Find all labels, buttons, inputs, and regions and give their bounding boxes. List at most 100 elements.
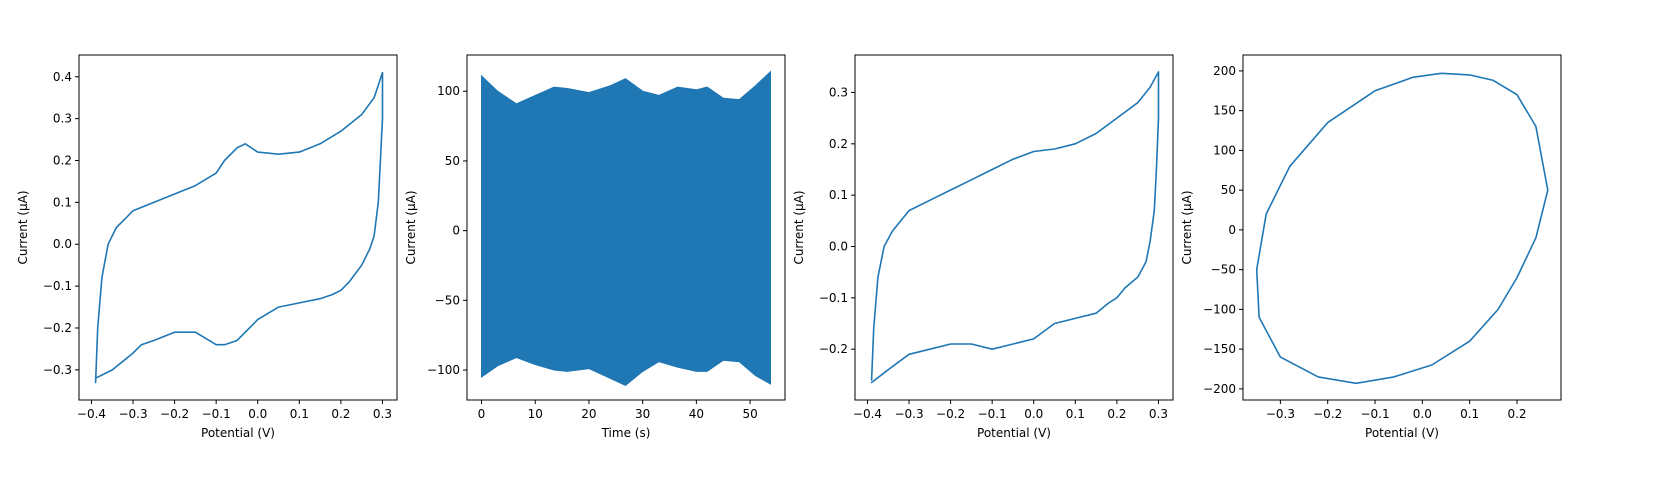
x-tick-label: 0.1 — [1460, 407, 1479, 421]
x-tick-label: −0.1 — [1360, 407, 1389, 421]
x-tick-3-2: −0.2 — [936, 400, 965, 421]
x-tick-3-4: 0.0 — [1024, 400, 1043, 421]
y-axis-label-3: Current (μA) — [792, 190, 806, 264]
y-tick-label: −0.1 — [43, 279, 72, 293]
x-tick-3-1: −0.3 — [894, 400, 924, 421]
x-tick-label: 0.3 — [373, 407, 392, 421]
y-tick-label: 0.0 — [829, 239, 848, 253]
plot-frame-4 — [1242, 54, 1562, 401]
y-tick-2-3: 50 — [445, 154, 467, 168]
x-tick-1-5: 0.1 — [290, 400, 309, 421]
chart-panel-1: −0.4 −0.3 −0.2 −0.1 0.0 0.1 0.2 0.3 −0.3 −0.2 −0.1… — [16, 54, 398, 440]
y-tick-label: −50 — [435, 293, 460, 307]
y-tick-3-4: 0.2 — [829, 137, 855, 151]
y-tick-label: 100 — [1213, 143, 1236, 157]
x-tick-3-7: 0.3 — [1149, 400, 1168, 421]
y-tick-label: 200 — [1213, 64, 1236, 78]
x-tick-label: 40 — [689, 407, 704, 421]
x-tick-4-3: 0.0 — [1413, 400, 1432, 421]
y-tick-1-4: 0.1 — [53, 195, 79, 209]
x-tick-2-0: 0 — [478, 400, 486, 421]
y-tick-4-7: 150 — [1213, 104, 1243, 118]
x-axis-label-3: Potential (V) — [977, 426, 1051, 440]
x-tick-label: −0.4 — [77, 407, 106, 421]
chart-panel-3: −0.4 −0.3 −0.2 −0.1 0.0 0.1 0.2 0.3 −0.2 −0.1 0.0 0… — [792, 54, 1174, 440]
y-tick-4-5: 50 — [1221, 183, 1243, 197]
y-tick-label: −0.1 — [819, 291, 848, 305]
y-tick-label: −0.3 — [43, 363, 72, 377]
x-tick-label: −0.4 — [853, 407, 882, 421]
x-tick-1-7: 0.3 — [373, 400, 392, 421]
x-tick-3-5: 0.1 — [1066, 400, 1085, 421]
x-tick-label: 0.2 — [1107, 407, 1126, 421]
x-tick-1-0: −0.4 — [77, 400, 106, 421]
y-axis-label-2: Current (μA) — [404, 190, 418, 264]
series-line-1-1 — [94, 71, 384, 384]
x-tick-label: 0 — [478, 407, 486, 421]
series-line-4-1 — [1255, 72, 1549, 385]
y-tick-1-2: −0.1 — [43, 279, 79, 293]
y-tick-label: 0.0 — [53, 237, 72, 251]
y-tick-label: 0 — [452, 224, 460, 238]
y-tick-1-1: −0.2 — [43, 321, 79, 335]
x-tick-label: 20 — [581, 407, 596, 421]
y-tick-label: 0.1 — [53, 195, 72, 209]
x-tick-3-3: −0.1 — [978, 400, 1007, 421]
y-tick-4-1: −150 — [1203, 342, 1243, 356]
x-tick-label: 0.2 — [1507, 407, 1526, 421]
plot-frame-1 — [78, 54, 398, 401]
x-tick-label: 0.2 — [331, 407, 350, 421]
y-tick-4-3: −50 — [1211, 263, 1243, 277]
y-tick-2-2: 0 — [452, 224, 467, 238]
plot-frame-2 — [466, 54, 786, 401]
x-tick-label: −0.3 — [1266, 407, 1295, 421]
y-tick-label: 0.2 — [829, 137, 848, 151]
y-tick-3-3: 0.1 — [829, 188, 855, 202]
y-tick-1-5: 0.2 — [53, 154, 79, 168]
x-tick-1-1: −0.3 — [118, 400, 148, 421]
x-tick-4-5: 0.2 — [1507, 400, 1527, 421]
x-axis-label-1: Potential (V) — [201, 426, 275, 440]
x-tick-label: −0.2 — [936, 407, 965, 421]
y-axis-label-1: Current (μA) — [16, 190, 30, 264]
y-tick-label: 0.3 — [53, 112, 72, 126]
y-tick-label: 0 — [1228, 223, 1236, 237]
chart-panel-4: −0.3 −0.2 −0.1 0.0 0.1 0.2 −200 −150 −100 −50 0 50 1… — [1180, 54, 1562, 440]
x-tick-label: 0.1 — [290, 407, 309, 421]
y-tick-label: −200 — [1203, 382, 1236, 396]
x-tick-label: 0.0 — [1024, 407, 1043, 421]
x-tick-label: −0.3 — [894, 407, 923, 421]
x-tick-1-2: −0.2 — [160, 400, 189, 421]
x-tick-label: 0.3 — [1149, 407, 1168, 421]
series-line-3-1 — [870, 71, 1160, 384]
x-tick-label: 0.0 — [1413, 407, 1432, 421]
x-tick-4-1: −0.2 — [1313, 400, 1342, 421]
y-tick-label: 0.3 — [829, 85, 848, 99]
x-tick-4-4: 0.1 — [1460, 400, 1479, 421]
x-tick-2-2: 20 — [581, 400, 597, 421]
y-tick-1-3: 0.0 — [53, 237, 79, 251]
y-tick-label: −100 — [427, 363, 460, 377]
y-tick-label: 100 — [437, 84, 460, 98]
x-axis-label-4: Potential (V) — [1365, 426, 1439, 440]
x-tick-label: −0.2 — [1313, 407, 1342, 421]
x-tick-label: −0.2 — [160, 407, 189, 421]
y-tick-2-4: 100 — [437, 84, 467, 98]
y-tick-label: −100 — [1203, 302, 1236, 316]
y-tick-label: −50 — [1211, 263, 1236, 277]
x-tick-label: 0.1 — [1066, 407, 1085, 421]
y-tick-3-1: −0.1 — [819, 291, 855, 305]
y-tick-1-6: 0.3 — [53, 112, 79, 126]
chart-panel-2: 0 10 20 30 40 50 −100 −50 0 50 100 Time (s) Current … — [404, 54, 786, 440]
y-tick-label: 150 — [1213, 104, 1236, 118]
y-tick-label: −0.2 — [43, 321, 72, 335]
x-tick-label: 30 — [635, 407, 650, 421]
y-tick-3-0: −0.2 — [819, 342, 855, 356]
x-tick-label: 50 — [742, 407, 757, 421]
x-tick-4-0: −0.3 — [1266, 400, 1295, 421]
x-tick-label: 10 — [528, 407, 543, 421]
x-tick-2-1: 10 — [528, 400, 543, 421]
x-axis-label-2: Time (s) — [601, 426, 651, 440]
y-tick-4-4: 0 — [1228, 223, 1243, 237]
